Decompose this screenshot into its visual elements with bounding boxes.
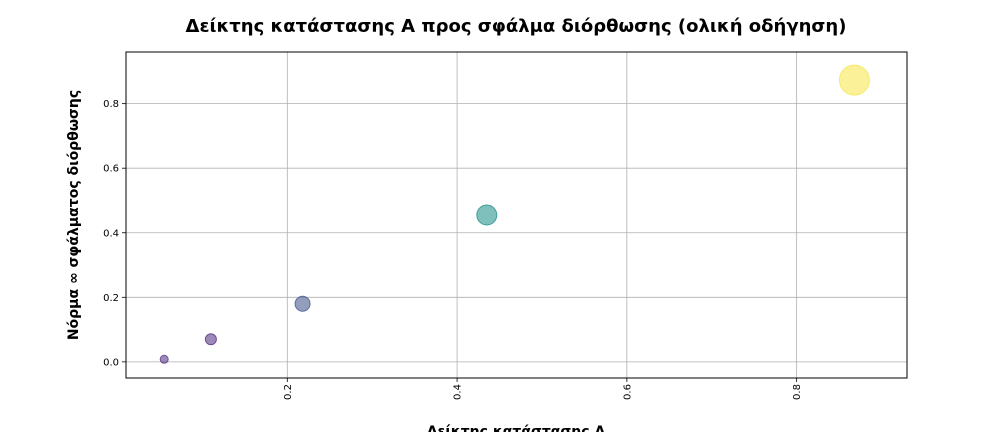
x-tick-label: 0.2: [283, 384, 294, 400]
grid-lines: [126, 52, 907, 378]
data-point: [159, 354, 169, 364]
y-tick-label: 0.0: [103, 357, 119, 368]
data-point: [838, 64, 870, 96]
data-point: [294, 295, 311, 312]
y-tick-label: 0.8: [103, 99, 119, 110]
x-tick-label: 0.6: [622, 384, 633, 400]
y-axis-ticks: 0.0 0.2 0.4 0.6 0.8: [103, 99, 126, 368]
plot-frame: [125, 51, 908, 379]
x-axis-label: Δείκτης κατάστασης A: [427, 424, 606, 432]
x-tick-label: 0.4: [453, 384, 464, 400]
y-axis-label: Νόρμα ∞ σφάλματος διόρθωσης: [66, 90, 82, 340]
y-tick-label: 0.4: [103, 228, 119, 239]
y-tick-label: 0.6: [103, 164, 119, 175]
x-axis-ticks: 0.2 0.4 0.6 0.8: [283, 378, 803, 400]
data-points: [159, 64, 870, 364]
x-tick-label: 0.8: [792, 384, 803, 400]
data-point: [476, 204, 498, 226]
data-point: [204, 333, 217, 346]
chart-title: Δείκτης κατάστασης A προς σφάλμα διόρθωσ…: [186, 16, 847, 37]
y-tick-label: 0.2: [103, 293, 119, 304]
